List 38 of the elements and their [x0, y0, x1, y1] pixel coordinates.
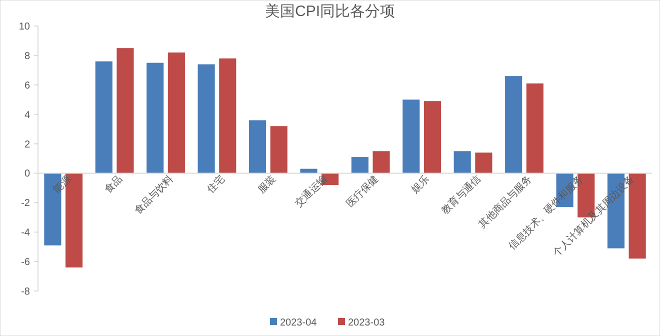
bar — [146, 62, 164, 174]
chart-title: 美国CPI同比各分项 — [264, 3, 396, 20]
y-tick-label: -6 — [21, 257, 30, 268]
y-tick-label: -4 — [21, 228, 30, 239]
bar — [248, 120, 266, 174]
bar — [351, 157, 368, 174]
legend-label: 2023-04 — [280, 318, 318, 328]
y-tick-label: 6 — [24, 80, 30, 92]
bar — [198, 64, 215, 174]
bar — [219, 58, 236, 174]
x-tick-label: 娱乐 — [409, 172, 432, 196]
bar — [526, 83, 544, 174]
x-tick-label: 食品 — [102, 172, 125, 196]
x-tick-label: 教育与通信 — [439, 172, 484, 217]
bar — [454, 151, 471, 174]
bar — [95, 61, 112, 174]
bar — [424, 101, 442, 174]
bar — [168, 52, 185, 174]
x-tick-label: 能源 — [50, 172, 74, 196]
x-tick-label: 服装 — [256, 172, 278, 196]
x-tick-label: 交通运输 — [292, 172, 330, 210]
y-tick-label: 4 — [24, 110, 30, 121]
bar — [270, 126, 288, 174]
bar — [372, 151, 390, 174]
y-tick-label: 0 — [24, 168, 30, 180]
bar — [116, 48, 134, 174]
y-tick-label: -2 — [21, 198, 30, 210]
bar — [402, 100, 420, 174]
x-tick-label: 住宅 — [204, 172, 228, 196]
y-tick-label: -8 — [21, 286, 30, 298]
bar — [505, 76, 522, 174]
y-tick-label: 2 — [24, 139, 30, 150]
legend-label: 2023-03 — [348, 318, 386, 328]
y-tick-label: 8 — [24, 50, 30, 62]
bar — [475, 152, 492, 174]
x-tick-label: 食品与饮料 — [132, 172, 176, 217]
x-tick-label: 医疗保健 — [344, 172, 381, 210]
y-tick-label: 10 — [18, 22, 30, 32]
